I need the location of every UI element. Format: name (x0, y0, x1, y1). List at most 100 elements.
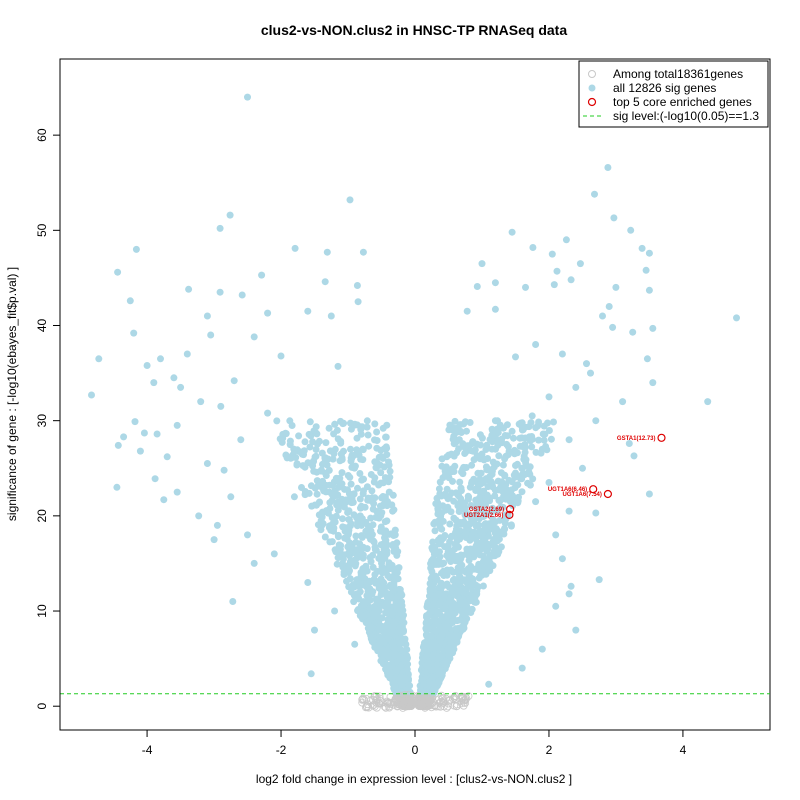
sig-gene-point (177, 383, 185, 391)
sig-gene-point (638, 244, 646, 252)
nonsig-gene-point (430, 701, 439, 710)
sig-gene-point (226, 211, 234, 219)
sig-gene-point (340, 524, 348, 531)
sig-gene-point (328, 496, 336, 504)
sig-gene-point (486, 522, 493, 530)
top-gene-marker (505, 510, 514, 520)
sig-gene-point (367, 632, 375, 640)
sig-gene-point (457, 487, 465, 495)
sig-gene-point (478, 571, 486, 579)
sig-gene-point (431, 527, 439, 535)
gene-point-cloud (273, 417, 557, 712)
sig-gene-point (339, 515, 346, 523)
x-axis: -4 -2 0 2 4 (142, 729, 687, 757)
sig-gene-point (552, 531, 560, 539)
sig-gene-point (351, 640, 359, 648)
sig-gene-point (313, 430, 321, 438)
sig-gene-point (306, 418, 314, 426)
sig-gene-point (627, 226, 635, 234)
sig-gene-point (459, 440, 467, 448)
sig-gene-point (463, 307, 471, 315)
sig-gene-point (341, 485, 348, 493)
sig-gene-point (511, 450, 519, 458)
sig-gene-point (244, 93, 251, 101)
sig-gene-point (473, 540, 481, 548)
sig-gene-point (389, 491, 397, 499)
sig-gene-point (592, 509, 600, 517)
sig-gene-point (126, 297, 134, 305)
sig-gene-point (258, 271, 266, 279)
sig-gene-point (364, 431, 372, 439)
sig-gene-point (499, 461, 507, 469)
sig-gene-point (229, 598, 237, 605)
y-tick-label: 50 (35, 223, 49, 237)
sig-gene-point (475, 515, 483, 523)
sig-gene-point (424, 600, 431, 608)
sig-gene-point (339, 420, 347, 428)
sig-gene-point (359, 490, 367, 498)
sig-gene-point (391, 683, 399, 690)
sig-gene-point (491, 305, 499, 313)
sig-gene-point (438, 560, 446, 568)
sig-gene-point (426, 588, 434, 595)
sig-gene-point (250, 559, 258, 567)
sig-gene-point (338, 469, 346, 477)
sig-gene-point (450, 552, 458, 560)
sig-gene-point (387, 530, 395, 538)
nonsig-gene-point (394, 698, 403, 707)
sig-gene-point (435, 643, 443, 651)
y-tick-label: 20 (35, 509, 49, 523)
sig-gene-point (359, 554, 367, 562)
sig-gene-point (545, 479, 553, 486)
sig-gene-point (511, 484, 519, 492)
sig-gene-point (426, 580, 434, 587)
sig-gene-point (469, 580, 477, 588)
sig-gene-point (591, 190, 598, 198)
sig-gene-point (342, 498, 350, 506)
nonsig-gene-point (409, 700, 418, 708)
sig-gene-point (605, 303, 613, 310)
sig-gene-point (324, 455, 332, 463)
sig-gene-point (333, 545, 341, 553)
sig-gene-point (452, 635, 460, 643)
sig-gene-point (331, 445, 339, 453)
sig-gene-point (427, 632, 435, 640)
sig-gene-point (434, 655, 442, 663)
sig-gene-point (346, 539, 354, 547)
sig-gene-point (354, 484, 361, 492)
sig-gene-point (422, 662, 430, 670)
sig-gene-point (290, 493, 298, 501)
sig-gene-point (355, 595, 363, 603)
sig-gene-point (459, 589, 467, 596)
sig-gene-point (160, 496, 168, 504)
sig-gene-point (645, 286, 653, 294)
sig-gene-point (381, 554, 389, 562)
nonsig-gene-point (383, 699, 392, 708)
sig-gene-point (493, 460, 501, 468)
sig-gene-point (454, 564, 462, 572)
sig-gene-point (347, 457, 355, 465)
sig-gene-point (501, 525, 509, 533)
sig-gene-point (326, 505, 334, 512)
sig-gene-point (457, 520, 465, 528)
sig-gene-point (371, 436, 378, 444)
sig-gene-point (485, 567, 493, 575)
sig-gene-point (498, 478, 506, 486)
sig-gene-point (386, 672, 394, 680)
sig-gene-point (384, 598, 392, 606)
sig-gene-point (562, 236, 570, 244)
sig-gene-point (449, 435, 457, 443)
sig-gene-point (583, 360, 590, 368)
sig-gene-point (604, 164, 612, 171)
sig-gene-point (704, 398, 712, 406)
sig-gene-point (501, 432, 509, 439)
sig-gene-point (450, 452, 458, 460)
sig-gene-point (467, 447, 475, 455)
nonsig-gene-point (427, 696, 436, 704)
sig-gene-point (445, 649, 453, 657)
sig-gene-point (347, 558, 355, 566)
nonsig-gene-point (390, 698, 399, 707)
sig-gene-point (381, 474, 389, 482)
sig-gene-point (630, 452, 638, 460)
legend-nonsig-marker (588, 70, 596, 78)
